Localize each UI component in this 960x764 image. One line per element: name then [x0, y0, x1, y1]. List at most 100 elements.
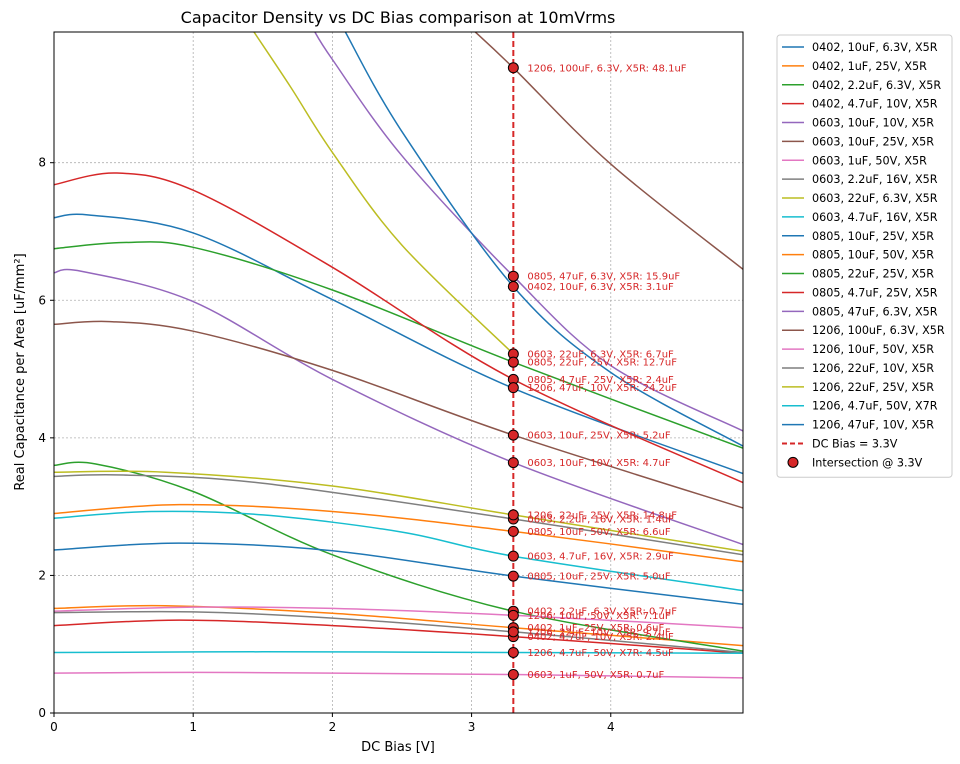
intersection-marker-0603-4-7uf-16v-x5r [507, 550, 519, 562]
intersection-marker-0805-10uf-50v-x5r [507, 525, 519, 537]
chart-title: Capacitor Density vs DC Bias comparison … [181, 8, 616, 27]
legend-entry: 1206, 10uF, 50V, X5R [812, 343, 934, 356]
annotation-0603-1uf-50v-x5r: 0603, 1uF, 50V, X5R: 0.7uF [527, 670, 664, 681]
annotation-1206-22uf-25v-x5r: 1206, 22uF, 25V, X5R: 14.8uF [527, 510, 677, 521]
legend-entry: 0603, 10uF, 25V, X5R [812, 135, 934, 148]
legend-entry: 0603, 4.7uF, 16V, X5R [812, 211, 938, 224]
intersection-marker-0603-10uf-25v-x5r [507, 429, 519, 441]
series-line-0805-10uf-50v-x5r [54, 503, 743, 563]
series-line-1206-22uf-25v-x5r [54, 470, 743, 553]
intersection-marker-1206-100uf-6-3v-x5r [507, 62, 519, 74]
annotation-1206-47uf-10v-x5r: 1206, 47uF, 10V, X5R: 24.2uF [527, 383, 677, 394]
annotation-0805-10uf-50v-x5r: 0805, 10uF, 50V, X5R: 6.6uF [527, 527, 671, 538]
intersection-marker-0603-1uf-50v-x5r [507, 668, 519, 680]
annotation-0603-22uf-6-3v-x5r: 0603, 22uF, 6.3V, X5R: 6.7uF [527, 349, 674, 360]
x-axis-label: DC Bias [V] [361, 740, 435, 755]
series-line-0805-4-7uf-25v-x5r [54, 172, 743, 484]
y-tick-label: 2 [38, 568, 46, 582]
y-tick-label: 8 [38, 156, 46, 170]
legend-box [776, 34, 953, 478]
intersection-marker-0805-10uf-25v-x5r [507, 570, 519, 582]
intersection-marker-1206-10uf-50v-x5r [507, 609, 519, 621]
series-line-0603-1uf-50v-x5r [54, 671, 743, 679]
annotation-0603-10uf-25v-x5r: 0603, 10uF, 25V, X5R: 5.2uF [527, 431, 671, 442]
intersection-marker-0603-10uf-10v-x5r [507, 457, 519, 469]
y-tick-label: 6 [38, 293, 46, 307]
annotation-1206-100uf-6-3v-x5r: 1206, 100uF, 6.3V, X5R: 48.1uF [527, 63, 686, 74]
series-line-0603-10uf-10v-x5r [54, 268, 743, 546]
series-line-0603-22uf-6-3v-x5r [253, 32, 514, 355]
intersection-marker-1206-22uf-25v-x5r [507, 509, 519, 521]
annotation-0805-4-7uf-25v-x5r: 0805, 4.7uF, 25V, X5R: 2.4uF [527, 375, 674, 386]
legend-entry: 0603, 10uF, 10V, X5R [812, 117, 934, 130]
legend-entry: 0402, 2.2uF, 6.3V, X5R [812, 79, 941, 92]
annotation-0805-47uf-6-3v-x5r: 0805, 47uF, 6.3V, X5R: 15.9uF [527, 272, 680, 283]
annotation-0603-4-7uf-16v-x5r: 0603, 4.7uF, 16V, X5R: 2.9uF [527, 552, 674, 563]
legend-entry: 0805, 47uF, 6.3V, X5R [812, 305, 938, 318]
x-tick-label: 2 [329, 720, 337, 734]
x-tick-label: 4 [607, 720, 615, 734]
axis-ticks: 0 1 2 3 4 0 2 4 6 8 [38, 156, 614, 734]
legend-entry: 1206, 22uF, 25V, X5R [812, 381, 934, 394]
intersection-marker-1206-4-7uf-50v-x7r [507, 646, 519, 658]
legend-entry: 1206, 100uF, 6.3V, X5R [812, 324, 945, 337]
legend-entry-dc-bias: DC Bias = 3.3V [812, 437, 898, 450]
annotation-1206-22uf-10v-x5r: 1206, 22uF, 10V, X5R: 9.7uF [527, 627, 671, 638]
series-line-1206-100uf-6-3v-x5r [474, 32, 743, 270]
legend-entry-intersection: Intersection @ 3.3V [812, 456, 923, 469]
y-axis-label: Real Capacitance per Area [uF/mm²] [13, 253, 28, 490]
legend-entry: 0603, 1uF, 50V, X5R [812, 154, 927, 167]
y-tick-label: 4 [38, 431, 46, 445]
annotation-0805-10uf-25v-x5r: 0805, 10uF, 25V, X5R: 5.0uF [527, 572, 671, 583]
intersection-marker-1206-47uf-10v-x5r [507, 382, 519, 394]
series-line-0805-10uf-25v-x5r [54, 542, 743, 606]
legend-entry: 0603, 22uF, 6.3V, X5R [812, 192, 938, 205]
series-line-0402-10uf-6-3v-x5r [54, 213, 743, 475]
x-tick-label: 1 [189, 720, 197, 734]
legend-entry: 0603, 2.2uF, 16V, X5R [812, 173, 938, 186]
annotations: 0402, 10uF, 6.3V, X5R: 3.1uF 0402, 1uF, 2… [527, 63, 686, 681]
annotation-0603-2-2uf-16v-x5r: 0603, 2.2uF, 16V, X5R: 1.4uF [527, 515, 674, 526]
series-line-0805-47uf-6-3v-x5r [314, 32, 743, 432]
annotation-0402-10uf-6-3v-x5r: 0402, 10uF, 6.3V, X5R: 3.1uF [527, 282, 674, 293]
series-line-0402-1uf-25v-x5r [54, 604, 743, 647]
annotation-0805-22uf-25v-x5r: 0805, 22uF, 25V, X5R: 12.7uF [527, 358, 677, 369]
series-line-1206-10uf-50v-x5r [54, 606, 743, 629]
x-tick-label: 3 [468, 720, 476, 734]
x-tick-label: 0 [50, 720, 58, 734]
legend-entry: 1206, 4.7uF, 50V, X7R [812, 400, 938, 413]
legend-entry: 0402, 10uF, 6.3V, X5R [812, 41, 938, 54]
series-line-1206-22uf-10v-x5r [54, 610, 743, 654]
series-lines [54, 32, 743, 679]
intersection-marker-0805-22uf-25v-x5r [507, 356, 519, 368]
annotation-0402-2-2uf-6-3v-x5r: 0402, 2.2uF, 6.3V, X5R: 0.7uF [527, 607, 677, 618]
legend-entry: 0805, 4.7uF, 25V, X5R [812, 286, 938, 299]
series-line-0603-10uf-25v-x5r [54, 320, 743, 509]
legend-entry: 1206, 22uF, 10V, X5R [812, 362, 934, 375]
intersection-marker-1206-22uf-10v-x5r [507, 626, 519, 638]
legend-entry: 0805, 10uF, 50V, X5R [812, 249, 934, 262]
annotation-0603-10uf-10v-x5r: 0603, 10uF, 10V, X5R: 4.7uF [527, 458, 671, 469]
annotation-1206-4-7uf-50v-x7r: 1206, 4.7uF, 50V, X7R: 4.5uF [527, 648, 674, 659]
legend-entry: 0402, 1uF, 25V, X5R [812, 60, 927, 73]
intersection-marker-0805-47uf-6-3v-x5r [507, 270, 519, 282]
series-line-0603-4-7uf-16v-x5r [54, 510, 743, 592]
legend-swatch-intersection [787, 456, 799, 468]
annotation-1206-10uf-50v-x5r: 1206, 10uF, 50V, X5R: 7.1uF [527, 611, 671, 622]
intersection-marker-0402-10uf-6-3v-x5r [507, 281, 519, 293]
legend-entry: 0805, 10uF, 25V, X5R [812, 230, 934, 243]
annotation-0402-4-7uf-10v-x5r: 0402, 4.7uF, 10V, X5R: 2.4uF [527, 632, 674, 643]
series-line-0805-22uf-25v-x5r [54, 241, 743, 449]
annotation-0402-1uf-25v-x5r: 0402, 1uF, 25V, X5R: 0.6uF [527, 623, 664, 634]
legend: 0402, 10uF, 6.3V, X5R 0402, 1uF, 25V, X5R… [776, 34, 953, 478]
intersection-markers [507, 62, 519, 680]
series-line-0402-4-7uf-10v-x5r [54, 619, 743, 654]
legend-entry: 0402, 4.7uF, 10V, X5R [812, 98, 938, 111]
legend-entry: 0805, 22uF, 25V, X5R [812, 268, 934, 281]
series-line-1206-4-7uf-50v-x7r [54, 651, 743, 654]
legend-entry: 1206, 47uF, 10V, X5R [812, 419, 934, 432]
plot-frame [53, 31, 744, 714]
y-tick-label: 0 [38, 706, 46, 720]
series-line-0603-2-2uf-16v-x5r [54, 473, 743, 556]
